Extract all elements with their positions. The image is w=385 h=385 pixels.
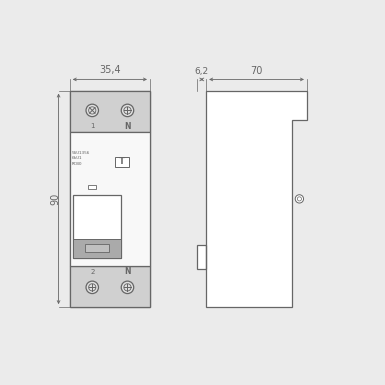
Circle shape xyxy=(86,281,99,294)
Text: 6kU1: 6kU1 xyxy=(72,156,82,160)
Text: RCBO: RCBO xyxy=(72,162,82,166)
Text: 90: 90 xyxy=(50,193,60,205)
Circle shape xyxy=(295,195,303,203)
Text: 5SU1356: 5SU1356 xyxy=(72,151,90,154)
Polygon shape xyxy=(197,91,307,307)
Bar xyxy=(88,185,96,189)
Bar xyxy=(85,244,109,252)
Text: 6,2: 6,2 xyxy=(195,67,209,75)
Circle shape xyxy=(121,104,134,117)
Bar xyxy=(70,90,150,132)
Bar xyxy=(73,239,121,258)
Bar xyxy=(70,266,150,307)
Text: 35,4: 35,4 xyxy=(99,65,121,75)
Text: 2: 2 xyxy=(90,269,94,275)
Bar xyxy=(115,157,129,167)
Text: T: T xyxy=(119,157,125,166)
Text: 1: 1 xyxy=(90,123,94,129)
Bar xyxy=(73,195,121,258)
Circle shape xyxy=(86,104,99,117)
Circle shape xyxy=(121,281,134,294)
Bar xyxy=(70,132,150,266)
Text: N: N xyxy=(124,122,131,131)
Text: N: N xyxy=(124,267,131,276)
Bar xyxy=(70,90,150,307)
Text: 70: 70 xyxy=(250,65,263,75)
